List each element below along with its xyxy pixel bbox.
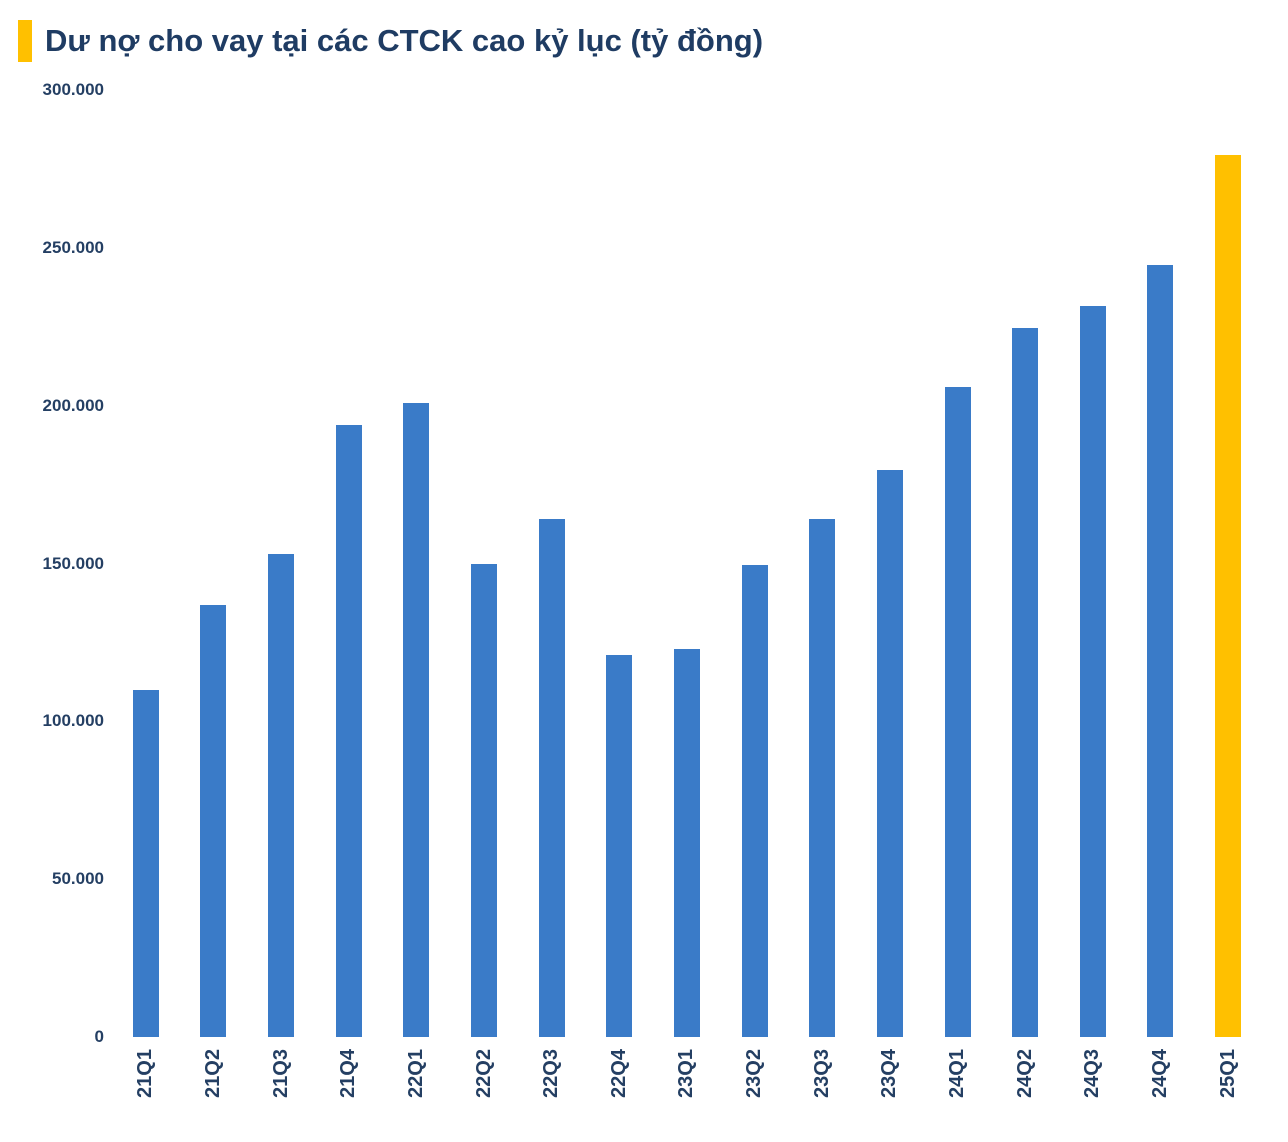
x-axis-label: 24Q4 [1148,1049,1171,1098]
bar-21Q2 [200,604,227,1037]
x-axis-label: 24Q1 [946,1049,968,1098]
bar-23Q4 [876,470,903,1037]
bar-22Q1 [403,402,430,1037]
bar-slot [315,90,383,1037]
title-accent-bar [18,20,32,62]
bar-22Q3 [538,519,565,1037]
x-axis-label: 22Q4 [607,1049,630,1098]
bar-slot [924,90,992,1037]
x-axis-label: 23Q4 [878,1049,901,1098]
bar-22Q2 [471,563,498,1037]
bar-slot [1194,90,1262,1037]
plot-area: 0 50.000 100.000 150.000 200.000 250.000 300.0… [43,80,1262,1098]
bar-slot [653,90,721,1037]
bar-23Q3 [809,519,836,1037]
x-axis-slot: 21Q2 [180,1037,248,1137]
x-axis-label: 23Q2 [743,1049,766,1098]
x-axis-label: 21Q1 [134,1049,157,1098]
bar-24Q4 [1147,265,1174,1037]
x-axis-label: 21Q4 [337,1049,360,1098]
y-axis-tick-label: 150.000 [42,553,104,573]
x-axis-label: 23Q3 [810,1049,833,1098]
bar-24Q2 [1012,328,1039,1037]
x-axis-slot: 23Q3 [788,1037,856,1137]
bar-slot [180,90,248,1037]
x-axis-label: 22Q1 [404,1049,427,1098]
x-axis-label: 22Q3 [540,1049,563,1098]
x-axis-slot: 21Q3 [247,1037,315,1137]
bar-slot [450,90,518,1037]
x-axis-label: 25Q1 [1216,1049,1239,1098]
bar-23Q2 [741,565,768,1037]
bar-24Q1 [944,386,971,1037]
x-axis-slot: 22Q1 [383,1037,451,1137]
bar-21Q1 [132,689,159,1037]
x-axis-label: 22Q2 [472,1049,495,1098]
bar-24Q3 [1079,306,1106,1037]
x-axis-slot: 22Q4 [585,1037,653,1137]
x-axis-slot: 23Q4 [856,1037,924,1137]
x-axis-slot: 22Q3 [518,1037,586,1137]
bar-slot [247,90,315,1037]
x-axis: 21Q1 21Q2 21Q3 21Q4 22Q1 22Q2 22Q3 22Q4 23Q1 23Q2… [112,1037,1262,1137]
y-axis: 0 50.000 100.000 150.000 200.000 250.000 300.0… [8,80,104,1046]
bar-22Q4 [606,655,633,1037]
x-axis-label: 21Q3 [269,1049,292,1098]
y-axis-tick-label: 0 [94,1027,104,1046]
chart-title: Dư nợ cho vay tại các CTCK cao kỷ lục (t… [45,22,764,58]
x-axis-slot: 25Q1 [1194,1037,1262,1137]
chart-header: Dư nợ cho vay tại các CTCK cao kỷ lục (t… [18,20,763,62]
bar-slot [788,90,856,1037]
bars-area [112,90,1262,1037]
y-axis-tick-label: 300.000 [42,80,104,99]
x-axis-label: 24Q3 [1081,1049,1104,1098]
x-axis-slot: 22Q2 [450,1037,518,1137]
x-axis-label: 24Q2 [1013,1049,1036,1098]
bar-21Q4 [335,424,362,1037]
x-axis-slot: 24Q3 [1059,1037,1127,1137]
bar-slot [383,90,451,1037]
bar-slot [585,90,653,1037]
y-axis-tick-label: 100.000 [42,711,104,731]
x-axis-label: 21Q2 [201,1049,224,1098]
x-axis-slot: 24Q4 [1127,1037,1195,1137]
bar-slot [112,90,180,1037]
bar-slot [518,90,586,1037]
bar-25Q1 [1215,154,1242,1037]
bar-slot [991,90,1059,1037]
x-axis-slot: 24Q1 [924,1037,992,1137]
y-axis-tick-label: 50.000 [52,869,104,889]
bar-slot [1059,90,1127,1037]
y-axis-tick-label: 200.000 [42,395,104,415]
bar-23Q1 [673,648,700,1037]
bar-slot [721,90,789,1037]
x-axis-slot: 23Q2 [721,1037,789,1137]
x-axis-slot: 21Q1 [112,1037,180,1137]
bar-slot [856,90,924,1037]
y-axis-tick-label: 250.000 [42,237,104,257]
x-axis-slot: 23Q1 [653,1037,721,1137]
x-axis-label: 23Q1 [675,1049,698,1098]
bar-slot [1127,90,1195,1037]
bar-21Q3 [268,554,295,1037]
x-axis-slot: 21Q4 [315,1037,383,1137]
x-axis-slot: 24Q2 [991,1037,1059,1137]
